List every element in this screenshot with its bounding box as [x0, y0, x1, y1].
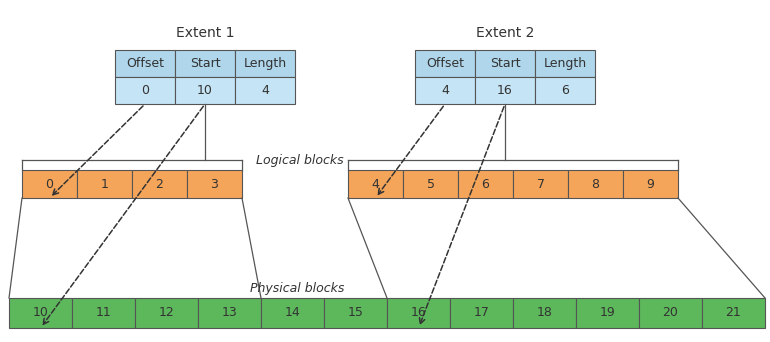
- Text: Extent 2: Extent 2: [476, 26, 534, 40]
- Bar: [475, 50, 535, 77]
- Text: 18: 18: [537, 306, 552, 319]
- Text: 16: 16: [410, 306, 427, 319]
- Bar: [387, 298, 450, 328]
- Bar: [702, 298, 765, 328]
- Bar: [235, 50, 295, 77]
- Bar: [415, 50, 475, 77]
- Text: 2: 2: [156, 177, 163, 190]
- Text: 7: 7: [537, 177, 544, 190]
- Bar: [175, 50, 235, 77]
- Text: 4: 4: [261, 84, 269, 97]
- Text: 4: 4: [441, 84, 449, 97]
- Bar: [348, 170, 403, 198]
- Text: 0: 0: [141, 84, 149, 97]
- Bar: [235, 77, 295, 104]
- Bar: [261, 298, 324, 328]
- Text: 10: 10: [32, 306, 49, 319]
- Bar: [324, 298, 387, 328]
- Text: 4: 4: [372, 177, 380, 190]
- Bar: [576, 298, 639, 328]
- Bar: [450, 298, 513, 328]
- Text: 6: 6: [561, 84, 569, 97]
- Bar: [568, 170, 623, 198]
- Bar: [623, 170, 678, 198]
- Bar: [135, 298, 198, 328]
- Text: 21: 21: [725, 306, 742, 319]
- Text: 8: 8: [591, 177, 600, 190]
- Text: 16: 16: [497, 84, 513, 97]
- Bar: [535, 77, 595, 104]
- Text: 0: 0: [45, 177, 53, 190]
- Text: 17: 17: [474, 306, 490, 319]
- Text: 15: 15: [347, 306, 363, 319]
- Text: 10: 10: [197, 84, 213, 97]
- Text: 19: 19: [600, 306, 615, 319]
- Bar: [132, 170, 187, 198]
- Text: 20: 20: [662, 306, 678, 319]
- Bar: [475, 77, 535, 104]
- Bar: [415, 77, 475, 104]
- Bar: [513, 298, 576, 328]
- Bar: [513, 170, 568, 198]
- Bar: [9, 298, 72, 328]
- Text: Offset: Offset: [426, 57, 464, 70]
- Text: 12: 12: [159, 306, 174, 319]
- Bar: [77, 170, 132, 198]
- Bar: [22, 170, 77, 198]
- Text: 3: 3: [210, 177, 219, 190]
- Text: 1: 1: [101, 177, 109, 190]
- Text: Offset: Offset: [126, 57, 164, 70]
- Text: Extent 1: Extent 1: [176, 26, 234, 40]
- Bar: [115, 77, 175, 104]
- Bar: [639, 298, 702, 328]
- Bar: [403, 170, 458, 198]
- Text: 13: 13: [222, 306, 237, 319]
- Text: 14: 14: [285, 306, 300, 319]
- Text: Physical blocks: Physical blocks: [249, 282, 344, 295]
- Text: 9: 9: [647, 177, 654, 190]
- Text: Logical blocks: Logical blocks: [256, 154, 344, 167]
- Text: Start: Start: [189, 57, 220, 70]
- Bar: [198, 298, 261, 328]
- Text: Length: Length: [544, 57, 587, 70]
- Text: Length: Length: [243, 57, 286, 70]
- Bar: [175, 77, 235, 104]
- Text: Start: Start: [490, 57, 521, 70]
- Bar: [72, 298, 135, 328]
- Text: 5: 5: [427, 177, 434, 190]
- Bar: [115, 50, 175, 77]
- Bar: [187, 170, 242, 198]
- Bar: [535, 50, 595, 77]
- Bar: [458, 170, 513, 198]
- Text: 11: 11: [95, 306, 112, 319]
- Text: 6: 6: [481, 177, 490, 190]
